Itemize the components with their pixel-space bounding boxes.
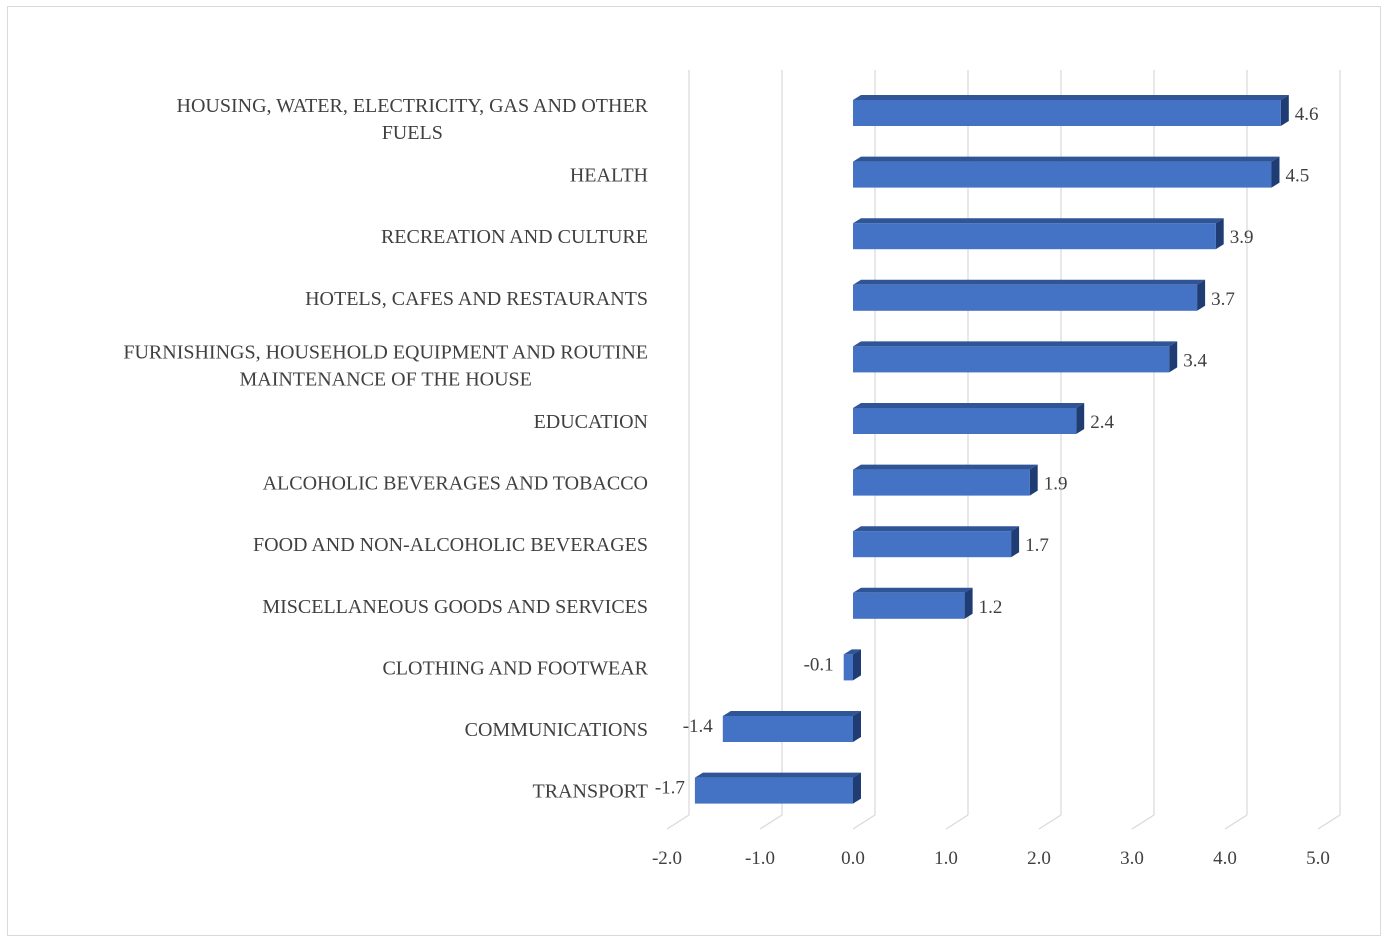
data-labels: 4.6 4.5 3.9 3.7 3.4 2.4 1.9 1.7 1.2 -0.1 -1.4 -1.7 <box>655 104 1319 799</box>
bar <box>853 341 1178 373</box>
bar-front-face <box>853 161 1272 188</box>
bar-side-face <box>1169 341 1178 373</box>
bar <box>853 464 1038 496</box>
bar-top-face <box>853 279 1206 285</box>
x-tick-label: 1.0 <box>934 848 958 869</box>
bar <box>853 279 1206 311</box>
data-label: 1.2 <box>979 597 1003 618</box>
bar <box>853 218 1224 250</box>
gridline-floor <box>945 814 969 830</box>
category-label: EDUCATION <box>534 411 648 433</box>
bar-front-face <box>853 284 1198 311</box>
bar-side-face <box>1011 526 1020 558</box>
category-label: FURNISHINGS, HOUSEHOLD EQUIPMENT AND ROU… <box>123 341 648 363</box>
data-label: -0.1 <box>804 654 834 675</box>
bar-front-face <box>853 531 1012 558</box>
category-label: TRANSPORT <box>533 781 649 803</box>
gridline-floor <box>759 814 783 830</box>
x-tick-label: 5.0 <box>1306 848 1330 869</box>
category-label-line2: FUELS <box>382 122 443 144</box>
bar-front-face <box>722 716 853 742</box>
x-tick-label: 2.0 <box>1027 848 1051 869</box>
bar-front-face <box>853 592 965 619</box>
bar <box>853 526 1020 558</box>
bar-side-face <box>1197 279 1206 311</box>
category-labels: HOUSING, WATER, ELECTRICITY, GAS AND OTH… <box>123 95 648 803</box>
bar-side-face <box>1215 218 1224 250</box>
data-label: 4.6 <box>1295 104 1319 125</box>
bar-front-face <box>853 346 1170 373</box>
gridline-floor <box>666 814 690 830</box>
category-label: CLOTHING AND FOOTWEAR <box>382 657 648 679</box>
bar <box>853 156 1280 188</box>
bar <box>694 772 861 804</box>
data-label: 1.9 <box>1044 474 1068 495</box>
x-tick-label: -1.0 <box>745 848 775 869</box>
data-label: 2.4 <box>1090 412 1114 433</box>
gridline-floor <box>1224 814 1248 830</box>
x-tick-label: -2.0 <box>652 848 682 869</box>
bars <box>694 95 1289 804</box>
bar-side-face <box>853 772 861 804</box>
category-label-line2: MAINTENANCE OF THE HOUSE <box>239 368 531 390</box>
x-tick-label: 4.0 <box>1213 848 1237 869</box>
bar-top-face <box>853 526 1020 532</box>
bar <box>853 403 1085 434</box>
bar-side-face <box>853 711 861 742</box>
category-label: COMMUNICATIONS <box>465 719 648 741</box>
bar-top-face <box>853 464 1038 470</box>
bar <box>853 587 973 619</box>
bar-top-face <box>853 95 1289 100</box>
bar-front-face <box>853 223 1216 250</box>
bar <box>722 711 861 742</box>
bar-top-face <box>853 341 1178 347</box>
bar-top-face <box>843 649 861 655</box>
bar-front-face <box>843 654 853 681</box>
data-label: 3.4 <box>1183 350 1207 371</box>
gridline-floor <box>1038 814 1062 830</box>
bar-side-face <box>1271 156 1280 188</box>
bar-top-face <box>853 218 1224 224</box>
gridlines <box>666 70 1341 830</box>
category-label: HOTELS, CAFES AND RESTAURANTS <box>305 288 648 310</box>
bar-top-face <box>853 156 1280 162</box>
data-label: -1.4 <box>683 716 714 737</box>
bar-side-face <box>1029 464 1038 496</box>
gridline-floor <box>852 814 876 830</box>
gridline-floor <box>1131 814 1155 830</box>
bar-front-face <box>853 100 1281 126</box>
category-label: ALCOHOLIC BEVERAGES AND TOBACCO <box>263 473 648 495</box>
x-tick-label: 0.0 <box>841 848 865 869</box>
bar <box>853 95 1289 126</box>
bar-top-face <box>853 587 973 593</box>
data-label: 3.9 <box>1230 227 1254 248</box>
bar-front-face <box>853 408 1077 434</box>
category-label: RECREATION AND CULTURE <box>381 226 648 248</box>
bar-side-face <box>853 649 861 681</box>
bar-top-face <box>853 403 1085 408</box>
x-axis-ticks: -2.0 -1.0 0.0 1.0 2.0 3.0 4.0 5.0 <box>652 848 1330 869</box>
bar-front-face <box>853 469 1030 496</box>
data-label: 1.7 <box>1025 535 1049 556</box>
data-label: -1.7 <box>655 778 685 799</box>
data-label: 3.7 <box>1211 289 1235 310</box>
category-label: HOUSING, WATER, ELECTRICITY, GAS AND OTH… <box>177 95 649 117</box>
bar-side-face <box>1076 403 1085 434</box>
bar-side-face <box>1280 95 1289 126</box>
bar-top-face <box>694 772 861 778</box>
bar-front-face <box>694 777 853 804</box>
bar-top-face <box>722 711 861 716</box>
category-label: MISCELLANEOUS GOODS AND SERVICES <box>262 596 648 618</box>
bar-side-face <box>964 587 973 619</box>
category-label: HEALTH <box>570 165 648 187</box>
gridline-floor <box>1317 814 1341 830</box>
category-label: FOOD AND NON-ALCOHOLIC BEVERAGES <box>253 534 648 556</box>
data-label: 4.5 <box>1286 166 1310 187</box>
x-tick-label: 3.0 <box>1120 848 1144 869</box>
bar <box>843 649 861 681</box>
